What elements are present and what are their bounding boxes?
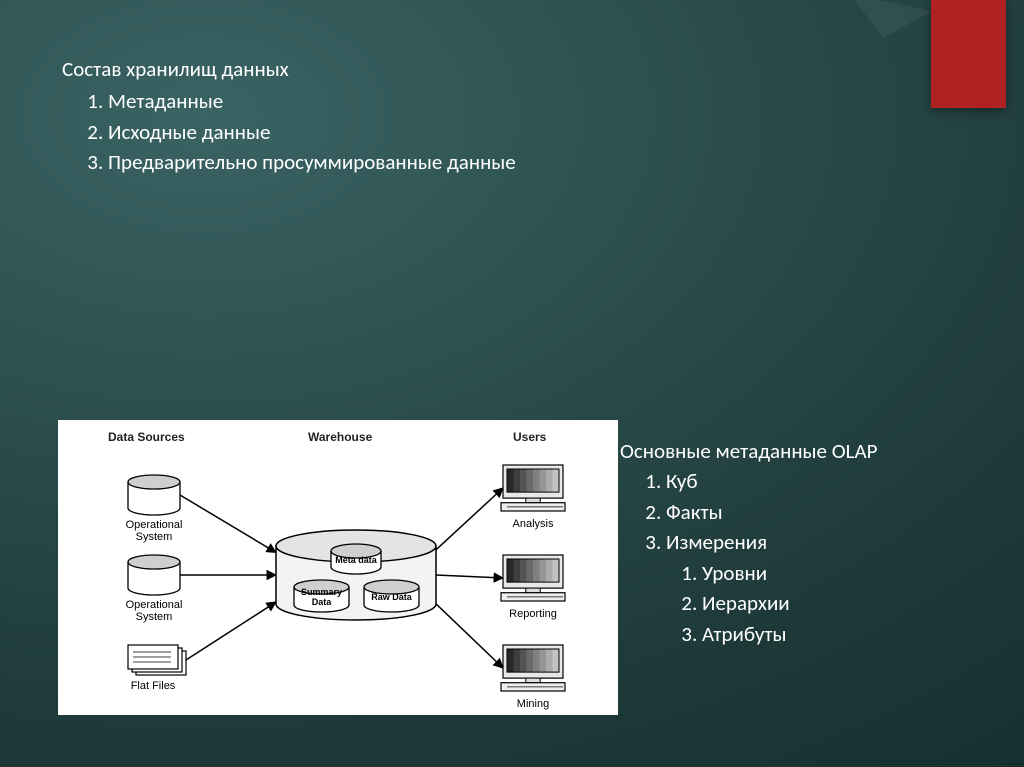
svg-text:Reporting: Reporting [509, 608, 557, 620]
diagram-canvas: OperationalSystemOperationalSystemFlat F… [58, 420, 618, 715]
right-sub-2: Иерархии [702, 588, 877, 618]
svg-text:System: System [136, 611, 173, 623]
diagram-header-sources: Data Sources [108, 430, 185, 444]
top-item-1: Метаданные [108, 86, 516, 116]
right-item-1: Куб [666, 466, 877, 496]
svg-text:Operational: Operational [126, 519, 183, 531]
svg-text:Raw Data: Raw Data [371, 592, 413, 602]
warehouse-diagram: Data Sources Warehouse Users Operational… [58, 420, 618, 715]
right-list: Куб Факты Измерения Уровни Иерархии Атри… [666, 466, 877, 649]
svg-text:Meta data: Meta data [335, 555, 378, 565]
right-text-block: Основные метаданные OLAP Куб Факты Измер… [620, 436, 877, 649]
right-item-3: Измерения Уровни Иерархии Атрибуты [666, 527, 877, 649]
accent-red-rect [931, 0, 1006, 108]
accent-triangle [842, 0, 932, 46]
corner-accent [824, 0, 1024, 130]
right-sublist: Уровни Иерархии Атрибуты [702, 558, 877, 649]
right-item-2: Факты [666, 497, 877, 527]
svg-text:Summary: Summary [301, 587, 342, 597]
right-sub-1: Уровни [702, 558, 877, 588]
svg-text:System: System [136, 531, 173, 543]
svg-text:Flat Files: Flat Files [131, 680, 176, 692]
diagram-header-users: Users [513, 430, 546, 444]
top-text-block: Состав хранилищ данных Метаданные Исходн… [62, 54, 516, 178]
top-item-3: Предварительно просуммированные данные [108, 147, 516, 177]
right-item-3-label: Измерения [666, 529, 767, 555]
svg-text:Operational: Operational [126, 599, 183, 611]
top-item-2: Исходные данные [108, 117, 516, 147]
top-title: Состав хранилищ данных [62, 54, 516, 84]
top-list: Метаданные Исходные данные Предварительн… [108, 86, 516, 177]
right-title: Основные метаданные OLAP [620, 436, 877, 466]
right-sub-3: Атрибуты [702, 619, 877, 649]
svg-text:Analysis: Analysis [513, 518, 554, 530]
svg-text:Mining: Mining [517, 698, 549, 710]
svg-text:Data: Data [312, 597, 333, 607]
diagram-header-warehouse: Warehouse [308, 430, 372, 444]
